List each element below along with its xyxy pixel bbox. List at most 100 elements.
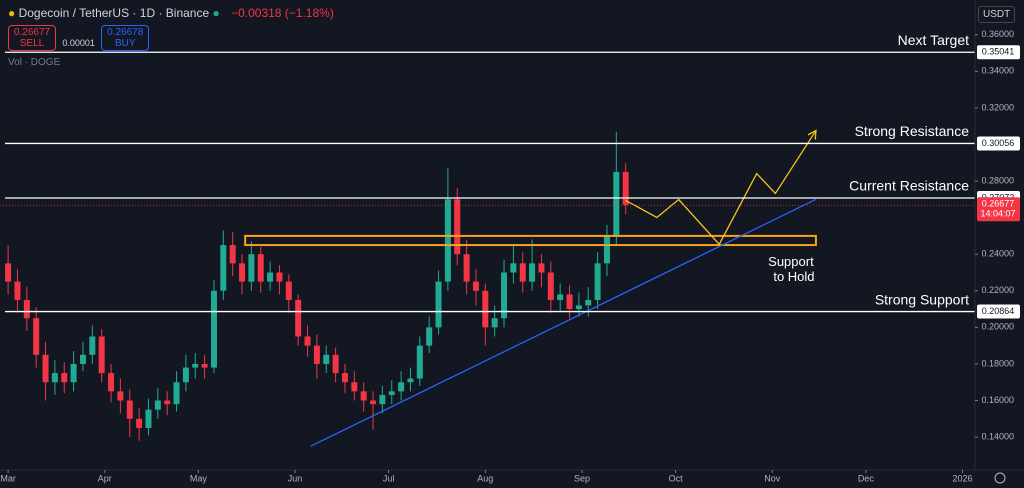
countdown: 14:04:07 (980, 209, 1015, 219)
candle-body (154, 400, 161, 410)
candle-body (220, 245, 227, 291)
x-tick-label: Jul (383, 473, 395, 483)
y-tick-label: 0.34000 (981, 66, 1014, 76)
trade-row: 0.26677 SELL 0.00001 0.26678 BUY (8, 25, 334, 51)
projection-path (625, 130, 817, 246)
y-tick-label: 0.20000 (981, 322, 1014, 332)
candle-body (370, 400, 377, 405)
x-tick-label: Apr (98, 473, 112, 483)
candle-body (145, 409, 152, 428)
candle-body (201, 363, 208, 368)
candle-body (341, 373, 348, 383)
candle-body (472, 281, 479, 291)
candle-body (575, 305, 582, 310)
candle-body (5, 263, 12, 282)
candle-body (379, 395, 386, 405)
candle-body (519, 263, 526, 282)
currency-select[interactable]: USDT (978, 6, 1016, 23)
candle-body (332, 354, 339, 374)
plot-area: Support to Hold (0, 51, 975, 447)
candle-body (510, 263, 517, 273)
candle-body (117, 391, 124, 401)
candle-body (79, 354, 86, 364)
candle-body (585, 299, 592, 306)
coin-icon: ● (8, 6, 16, 20)
sell-label: SELL (19, 38, 45, 49)
candle-body (613, 171, 620, 236)
spread: 0.00001 (62, 37, 95, 48)
volume-label: Vol · DOGE (8, 57, 61, 68)
trendline (310, 198, 817, 447)
candle-body (51, 373, 58, 383)
candle-body (416, 345, 423, 379)
dot: ● (212, 6, 220, 20)
symbol-row: ● Dogecoin / TetherUS · 1D · Binance ● −… (8, 6, 334, 20)
zone-label: Support to Hold (768, 254, 814, 284)
y-tick-label: 0.14000 (981, 431, 1014, 441)
candle-body (360, 391, 367, 401)
candle-body (98, 336, 105, 374)
level-label: Current Resistance (849, 178, 969, 194)
y-tick-label: 0.32000 (981, 102, 1014, 112)
candle-body (285, 281, 292, 300)
buy-label: BUY (114, 38, 136, 49)
level-label: Strong Support (875, 291, 969, 307)
x-tick-label: Dec (858, 473, 875, 483)
candle-body (108, 373, 115, 392)
candle-body (557, 294, 564, 300)
sell-button[interactable]: 0.26677 SELL (8, 25, 56, 51)
candle-body (622, 171, 629, 205)
settings-icon[interactable] (994, 472, 1006, 484)
candle-body (257, 254, 264, 282)
symbol: Dogecoin / TetherUS · 1D · Binance (18, 6, 210, 20)
level-label: Next Target (898, 32, 969, 48)
candle-body (89, 336, 96, 355)
candle-body (164, 400, 171, 405)
candle-body (435, 281, 442, 328)
y-tick-label: 0.22000 (981, 285, 1014, 295)
x-tick-label: Jun (288, 473, 303, 483)
y-tick-label: 0.18000 (981, 358, 1014, 368)
buy-button[interactable]: 0.26678 BUY (101, 25, 150, 51)
x-tick-label: Aug (477, 473, 493, 483)
change: −0.00318 (−1.18%) (231, 6, 334, 20)
candle-body (295, 299, 302, 337)
candle-body (304, 336, 311, 346)
candle-body (482, 290, 489, 328)
candle-body (594, 263, 601, 300)
candle-body (61, 373, 68, 383)
price-axis (975, 0, 1024, 488)
header: ● Dogecoin / TetherUS · 1D · Binance ● −… (8, 6, 334, 68)
price-tag (977, 304, 1020, 319)
candle-body (454, 199, 461, 255)
candle-body (547, 272, 554, 300)
candle-body (14, 281, 21, 300)
arrowhead (807, 129, 817, 140)
candle-body (491, 318, 498, 328)
x-tick-label: 2026 (953, 473, 973, 483)
candle-body (23, 299, 30, 319)
candle-body (501, 272, 508, 319)
support-zone (244, 234, 817, 247)
candle-body (33, 318, 40, 355)
x-tick-label: Sep (574, 473, 590, 483)
candle-body (229, 245, 236, 264)
x-tick-label: Oct (669, 473, 684, 483)
candle-body (426, 327, 433, 346)
x-tick-label: May (190, 473, 208, 483)
candle-body (351, 382, 358, 392)
current-price: 0.26677 (982, 199, 1015, 209)
candle-body (323, 354, 330, 364)
candle-body (566, 294, 573, 310)
candle-body (210, 290, 217, 368)
price-tag (977, 136, 1020, 151)
buy-price: 0.26678 (107, 27, 144, 38)
candle-body (192, 363, 199, 368)
candle-body (173, 382, 180, 405)
candle-body (313, 345, 320, 364)
candle-body (267, 272, 274, 282)
price-tag-label: 0.35041 (982, 47, 1015, 57)
y-tick-label: 0.16000 (981, 395, 1014, 405)
